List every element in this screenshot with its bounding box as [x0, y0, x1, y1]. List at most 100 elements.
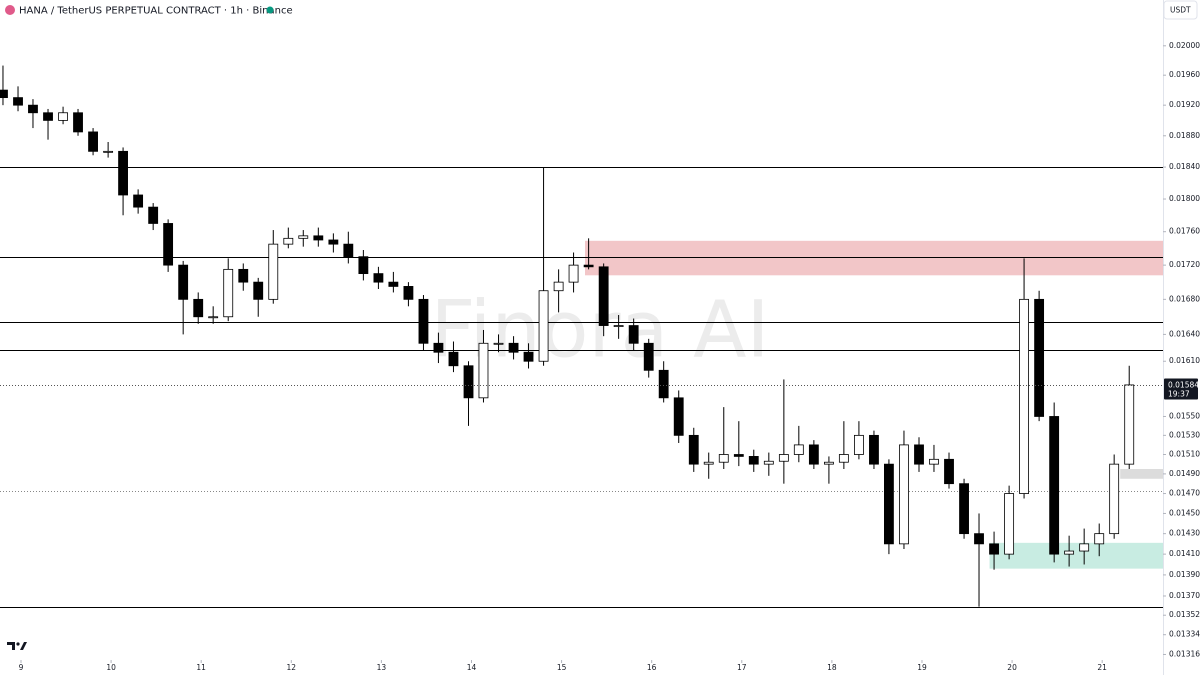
candle-body [328, 239, 339, 245]
x-tick-label: 18 [827, 663, 837, 672]
candle-body [28, 104, 38, 114]
y-tick-label: 0.01334 [1169, 630, 1200, 639]
candle-body [508, 342, 519, 353]
candle-body [193, 298, 204, 318]
x-tick-label: 21 [1097, 663, 1107, 672]
candle-body [493, 342, 504, 345]
y-tick-label: 0.01430 [1169, 529, 1200, 538]
candle-body [43, 112, 53, 121]
candle-body [929, 458, 939, 465]
candle-body [793, 444, 804, 455]
candle-body [373, 273, 384, 283]
y-tick-label: 0.01840 [1169, 162, 1200, 171]
candle-body [88, 131, 98, 152]
candle-body [283, 237, 294, 245]
candle-body [1034, 298, 1045, 417]
x-tick-label: 12 [287, 663, 297, 672]
y-tick-label: 0.01510 [1169, 449, 1200, 458]
candle-body [583, 264, 594, 268]
y-tick-label: 0.01880 [1169, 131, 1200, 140]
y-tick-label: 0.01960 [1169, 70, 1200, 79]
y-tick-label: 0.01370 [1169, 591, 1200, 600]
candle-body [869, 434, 879, 465]
candle-body [223, 268, 234, 318]
y-tick-label: 0.01920 [1169, 100, 1200, 109]
y-tick-label: 0.01680 [1169, 294, 1200, 303]
zone [585, 240, 1163, 276]
x-tick-label: 14 [467, 663, 477, 672]
candle-body [598, 266, 609, 326]
candle-body [1079, 543, 1090, 552]
candle-body [1019, 298, 1029, 494]
x-tick-label: 15 [557, 663, 567, 672]
candle-body [808, 444, 819, 465]
candle-body [238, 268, 249, 283]
candle-body [553, 281, 564, 292]
candle-body [133, 194, 144, 208]
candle-body [989, 543, 999, 555]
candle-body [403, 286, 414, 300]
candle-body [718, 454, 729, 463]
candle-body [448, 351, 459, 367]
candle-body [568, 264, 579, 283]
candle-body [778, 454, 789, 462]
zone [989, 542, 1163, 569]
y-tick-label: 0.02000 [1169, 41, 1200, 50]
x-tick-label: 9 [19, 663, 24, 672]
tv-logo [7, 642, 27, 650]
candle-body [1049, 416, 1060, 555]
candle-body [1109, 463, 1120, 535]
candle-body [118, 150, 128, 196]
y-tick-label: 0.01610 [1169, 356, 1200, 365]
candle-body [733, 454, 744, 457]
y-tick-label: 0.01550 [1169, 411, 1200, 420]
candle-body [178, 264, 189, 300]
candle-body [1064, 550, 1075, 555]
y-tick-label: 0.01410 [1169, 549, 1200, 558]
candle-body [208, 316, 219, 319]
candle-body [673, 397, 684, 436]
candle-body [463, 365, 474, 399]
candle-body [959, 483, 969, 535]
candle-body [944, 458, 954, 485]
y-tick-label: 0.01490 [1169, 469, 1200, 478]
candle-body [268, 243, 279, 300]
symbol-title: HANA / TetherUS PERPETUAL CONTRACT · 1h … [19, 6, 293, 17]
candle-body [0, 89, 8, 99]
candle-body [643, 342, 654, 371]
y-tick-label: 0.01530 [1169, 430, 1200, 439]
candle-body [1124, 384, 1135, 465]
y-tick-label: 0.01720 [1169, 260, 1200, 269]
y-tick-label: 0.01450 [1169, 508, 1200, 517]
y-tick-label: 0.01760 [1169, 227, 1200, 236]
y-tick-label: 0.01470 [1169, 489, 1200, 498]
y-tick-label: 0.01316 [1169, 649, 1200, 658]
candle-body [103, 150, 114, 153]
last-price-box [1164, 378, 1198, 400]
candle-body [1004, 493, 1015, 555]
candle-body [358, 256, 369, 275]
symbol-icon [5, 5, 15, 15]
countdown: 19:37 [1168, 390, 1190, 399]
x-tick-label: 17 [737, 663, 747, 672]
currency-box[interactable] [1163, 0, 1198, 20]
y-tick-label: 0.01352 [1169, 610, 1200, 619]
candle-body [73, 112, 83, 133]
candle-body [823, 461, 834, 465]
candle-body [974, 533, 984, 545]
candle-body [884, 463, 894, 545]
candle-body [13, 97, 23, 106]
x-tick-label: 11 [196, 663, 206, 672]
x-tick-label: 19 [917, 663, 927, 672]
last-price-label: 0.01584 [1168, 381, 1199, 390]
currency[interactable]: USDT [1170, 6, 1191, 15]
candle-body [613, 325, 624, 327]
candle-body [538, 290, 549, 362]
plot-area [0, 65, 1163, 608]
candle-body [478, 342, 489, 399]
candle-body [688, 434, 699, 465]
candle-body [388, 281, 399, 287]
x-tick-label: 13 [377, 663, 387, 672]
